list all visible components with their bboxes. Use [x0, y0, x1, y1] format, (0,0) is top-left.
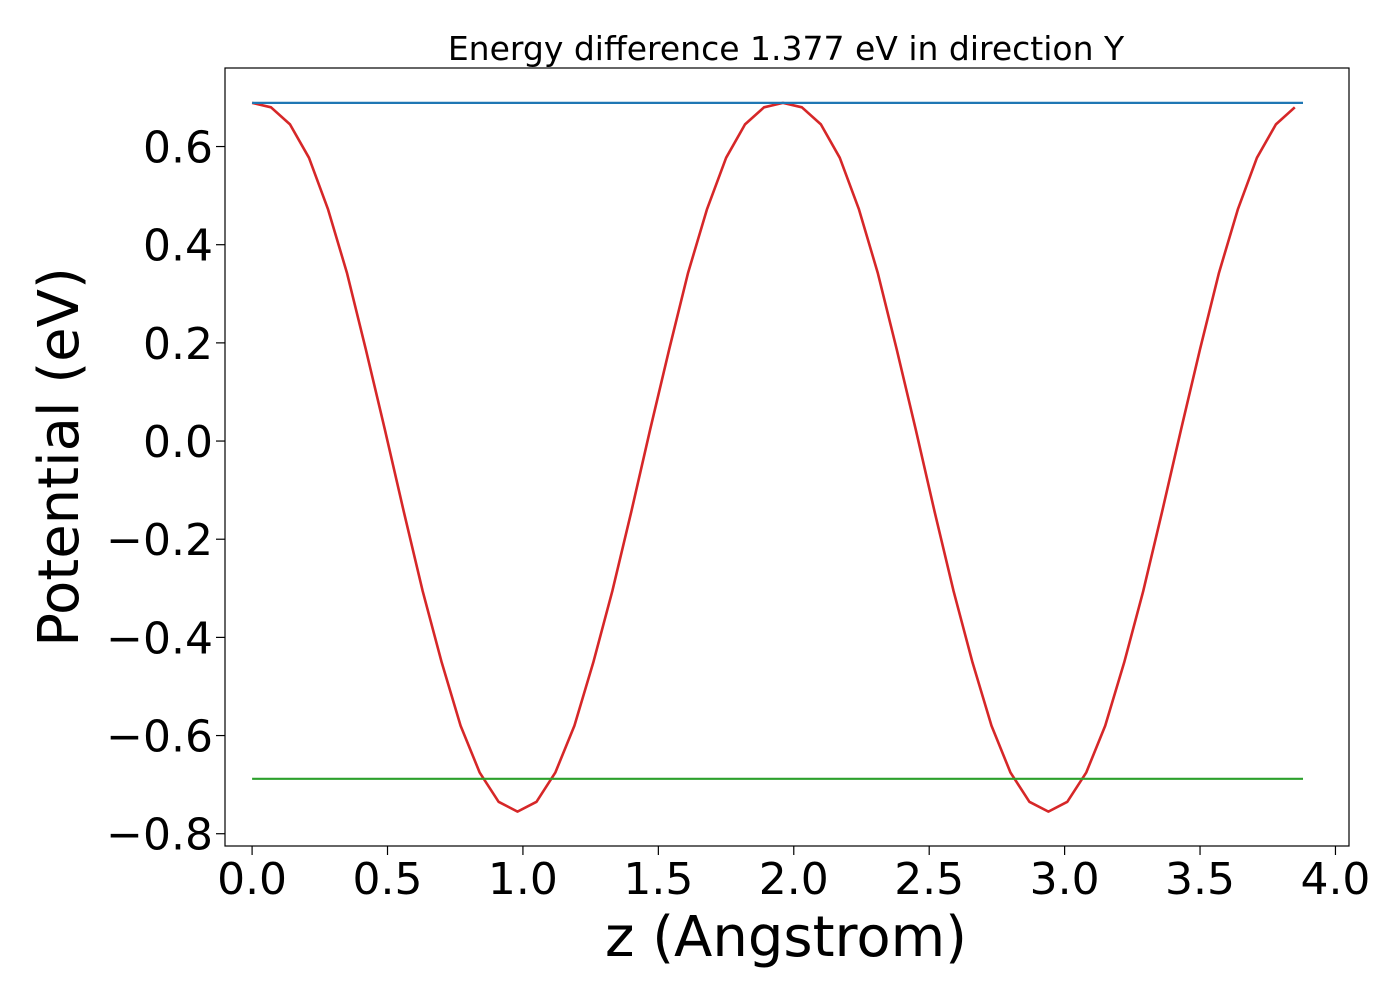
series-line-0 [251, 101, 1296, 813]
x-tick-label: 4.0 [1300, 854, 1370, 905]
x-tick-label: 1.5 [623, 854, 693, 905]
y-tick-label: −0.4 [106, 613, 213, 664]
x-axis-label: z (Angstrom) [605, 905, 967, 970]
chart-title: Energy difference 1.377 eV in direction … [448, 29, 1125, 68]
x-tick-label: 0.0 [217, 854, 287, 905]
y-tick-label: 0.4 [143, 221, 213, 272]
x-axis-ticks: 0.0 0.5 1.0 1.5 2.0 2.5 3.0 3.5 4.0 [217, 846, 1370, 905]
y-axis-ticks: 0.6 0.4 0.2 0.0 −0.2 −0.4 −0.6 −0.8 [106, 123, 225, 861]
x-tick-label: 3.5 [1165, 854, 1235, 905]
series-layer [251, 101, 1303, 813]
x-tick-label: 2.5 [894, 854, 964, 905]
x-tick-label: 3.0 [1030, 854, 1100, 905]
y-tick-label: 0.6 [143, 123, 213, 174]
y-tick-label: 0.2 [143, 319, 213, 370]
x-tick-label: 1.0 [488, 854, 558, 905]
y-tick-label: −0.2 [106, 515, 213, 566]
y-tick-label: −0.8 [106, 810, 213, 861]
y-tick-label: −0.6 [106, 712, 213, 763]
plot-frame [224, 67, 1350, 847]
x-tick-label: 0.5 [353, 854, 423, 905]
y-tick-label: 0.0 [143, 417, 213, 468]
y-axis-label: Potential (eV) [27, 267, 92, 647]
x-tick-label: 2.0 [759, 854, 829, 905]
